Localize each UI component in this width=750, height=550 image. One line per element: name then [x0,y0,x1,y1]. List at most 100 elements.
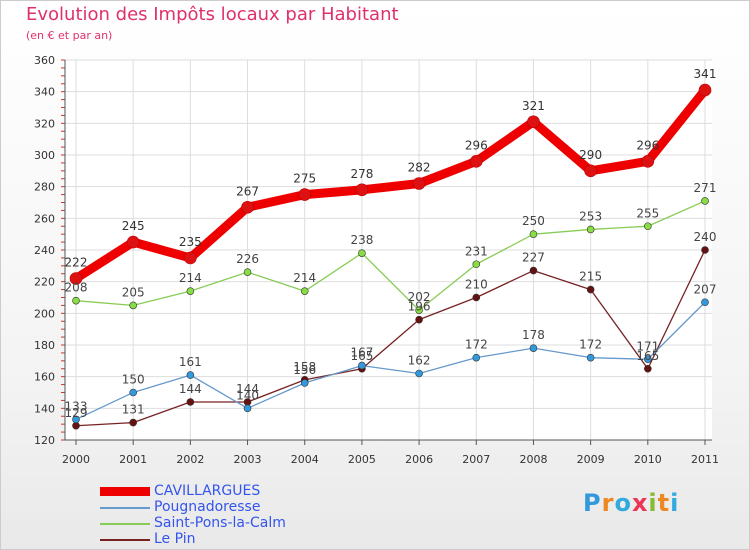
x-tick-label: 2002 [176,453,204,466]
data-label: 278 [350,167,373,181]
data-label: 172 [579,338,602,352]
data-point [241,200,254,214]
chart-title: Evolution des Impôts locaux par Habitant [26,4,399,25]
data-label: 238 [350,233,373,247]
data-point [586,225,595,234]
data-label: 196 [408,300,431,314]
data-label: 275 [293,172,316,186]
data-label: 321 [522,99,545,113]
y-tick-label: 120 [34,434,55,447]
data-label: 167 [350,346,373,360]
data-label: 222 [65,256,88,270]
series-line-cavillargues [71,85,710,283]
data-label: 150 [122,373,145,387]
data-label: 205 [122,285,145,299]
series-line-le pin [75,249,706,427]
legend-label: CAVILLARGUES [154,483,261,499]
data-point [186,371,195,379]
data-point [701,298,709,307]
data-label: 208 [65,281,88,295]
data-point [415,369,423,378]
data-label: 131 [122,403,145,417]
legend-label: Le Pin [154,531,196,547]
data-point [586,285,595,294]
data-label: 215 [579,270,602,284]
data-point [698,83,712,97]
data-label: 341 [694,67,717,81]
data-label: 250 [522,214,545,228]
legend-label: Pougnadoresse [154,499,261,515]
x-tick-label: 2009 [577,453,605,466]
data-label: 214 [293,271,316,285]
data-label: 161 [179,355,202,369]
proxiti-logo: Proxiti [583,489,679,517]
x-tick-label: 2008 [519,453,547,466]
data-label: 245 [122,219,145,233]
y-tick-label: 180 [34,339,55,352]
y-tick-label: 280 [34,181,55,194]
data-label: 226 [236,252,259,266]
data-label: 290 [579,148,602,162]
data-point [527,115,540,129]
x-tick-label: 2007 [462,453,490,466]
data-point [300,287,309,295]
data-label: 227 [522,251,545,265]
data-point [701,197,709,205]
data-label: 144 [179,382,202,396]
data-point [529,230,538,238]
data-label: 282 [408,161,431,175]
data-point [298,188,312,201]
data-point [469,155,483,168]
data-label: 296 [636,138,659,152]
series-line-saint-pons-la-calm [75,200,706,311]
logo-letter: i [648,489,658,517]
data-label: 255 [636,206,659,220]
data-label: 133 [65,399,88,413]
y-tick-label: 340 [34,86,55,99]
data-point [472,260,481,269]
data-point [701,246,709,254]
data-point [300,379,309,387]
data-label: 253 [579,209,602,223]
data-point [412,177,426,190]
data-label: 267 [236,184,259,198]
x-tick-label: 2000 [62,453,90,466]
data-label: 162 [408,354,431,368]
data-label: 207 [694,282,717,296]
data-label: 202 [408,290,431,304]
data-label: 231 [465,244,488,258]
data-point [644,222,652,231]
data-label: 210 [465,278,488,292]
legend-swatch [100,487,150,496]
data-label: 171 [636,339,659,353]
y-tick-label: 260 [34,212,55,225]
y-tick-label: 240 [34,244,55,257]
data-point [358,361,366,370]
data-point [184,251,197,265]
data-label: 172 [465,338,488,352]
y-tick-label: 360 [34,54,55,67]
data-point [644,355,652,364]
data-point [584,164,597,178]
data-label: 144 [236,382,259,396]
data-label: 156 [293,363,316,377]
data-point [243,268,252,276]
data-label: 165 [350,349,373,363]
legend-swatch [100,539,150,541]
data-label: 158 [293,360,316,374]
data-point [644,364,652,373]
data-point [72,415,80,424]
legend-swatch [100,523,150,525]
logo-letter: t [657,489,671,517]
data-point [586,353,595,362]
logo-letter: P [583,489,602,517]
data-point [186,287,195,295]
series-line-pougnadoresse [75,301,706,421]
y-tick-label: 220 [34,276,55,289]
data-point [72,421,80,430]
data-point [355,183,369,197]
data-point [472,293,481,302]
chart-subtitle: (en € et par an) [26,29,113,42]
y-tick-label: 200 [34,307,55,320]
x-tick-label: 2005 [348,453,376,466]
